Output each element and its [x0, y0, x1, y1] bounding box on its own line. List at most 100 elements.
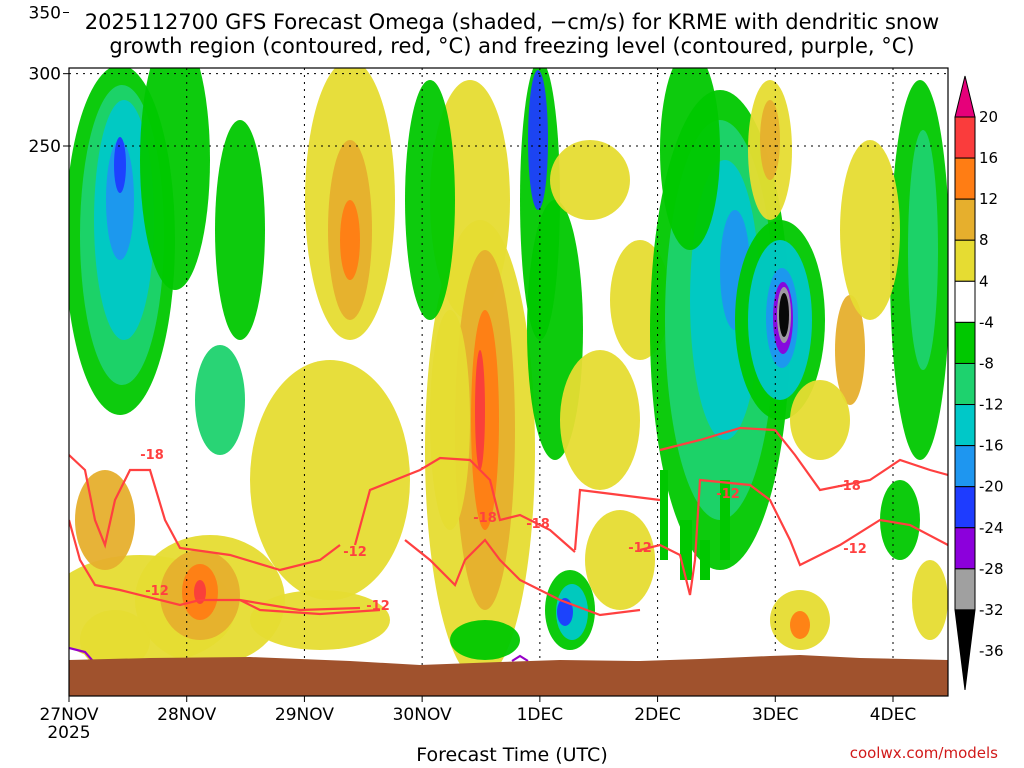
colorbar-label: 4 [979, 272, 989, 290]
x-tick-label: 4DEC [870, 705, 917, 725]
omega-blob [528, 70, 548, 210]
dendritic-contour-label: -18 [473, 511, 497, 526]
dendritic-contours: -18 -12 -12 -12 -18 -18 -12 -12 -18 -12 [69, 426, 948, 617]
omega-blob [835, 295, 865, 405]
freezing-contour-line [69, 646, 93, 661]
omega-blob [340, 200, 360, 280]
omega-streak [680, 520, 692, 580]
dendritic-contour-line [239, 599, 381, 616]
x-tick-sublabel: 2025 [47, 723, 90, 743]
plot-area: -18 -12 -12 -12 -18 -18 -12 -12 -18 -12 [69, 68, 948, 696]
x-tick-label: 29NOV [275, 705, 334, 725]
x-tick-label: 1DEC [517, 705, 564, 725]
omega-blob [908, 130, 938, 370]
colorbar-label: 20 [979, 108, 998, 126]
omega-blob [912, 560, 948, 640]
y-axis: 2503003504004505005506006507007508008509… [29, 4, 69, 157]
omega-blob [660, 68, 720, 250]
colorbar-segment [954, 198, 976, 241]
chart-title-line-1: 2025112700 GFS Forecast Omega (shaded, −… [84, 10, 940, 34]
omega-blob [430, 310, 470, 530]
omega-streak [720, 480, 730, 560]
omega-shading [69, 68, 948, 680]
source-credit: coolwx.com/models [849, 744, 998, 762]
colorbar-label: -24 [979, 519, 1004, 537]
dendritic-contour-label: -12 [343, 545, 367, 560]
omega-blob [405, 80, 455, 320]
dendritic-contour-label: -12 [628, 541, 652, 556]
x-tick-label: 30NOV [393, 705, 452, 725]
omega-blob [585, 510, 655, 610]
omega-blob [106, 140, 134, 260]
omega-blob [779, 293, 789, 337]
freezing-contour-line [511, 654, 529, 662]
dendritic-contour-label: -18 [837, 479, 861, 494]
y-tick-label: 250 [29, 137, 61, 157]
dendritic-contour-line [353, 456, 576, 553]
colorbar-label: -32 [979, 601, 1004, 619]
plot-frame [68, 67, 949, 697]
colorbar-segment [954, 527, 976, 570]
dendritic-contour-line [639, 478, 948, 596]
omega-blob [450, 620, 520, 660]
colorbar-segment [954, 116, 976, 159]
colorbar: 20 16 12 8 4 -4 -8 -12 -16 -20 -24 -28 -32 -36 [954, 75, 1004, 691]
omega-streak [660, 470, 668, 560]
terrain-mask [69, 655, 948, 696]
colorbar-label: 16 [979, 149, 998, 167]
omega-blob [880, 480, 920, 560]
omega-blob [557, 598, 573, 626]
dendritic-contour-line [404, 538, 641, 617]
omega-blob [250, 590, 390, 650]
omega-blob [790, 611, 810, 639]
dendritic-contour-label: -12 [843, 542, 867, 557]
omega-blob [560, 350, 640, 490]
colorbar-label: -16 [979, 437, 1004, 455]
dendritic-contour-line [69, 454, 341, 572]
colorbar-label: -20 [979, 478, 1004, 496]
x-axis-title: Forecast Time (UTC) [416, 744, 608, 766]
omega-streak [700, 540, 710, 580]
colorbar-segment [954, 362, 976, 406]
colorbar-label: 8 [979, 231, 989, 249]
x-tick-label: 28NOV [157, 705, 216, 725]
colorbar-segment [954, 445, 976, 488]
colorbar-segment [954, 321, 976, 364]
omega-blob [550, 140, 630, 220]
colorbar-segment [954, 280, 976, 323]
x-tick-label: 2DEC [634, 705, 681, 725]
colorbar-segment [954, 239, 976, 282]
chart-title-line-2: growth region (contoured, red, °C) and f… [109, 34, 915, 58]
colorbar-label: 12 [979, 190, 998, 208]
omega-blob [475, 350, 485, 470]
omega-blob [80, 610, 150, 670]
colorbar-label: -28 [979, 560, 1004, 578]
omega-blob [215, 120, 265, 340]
x-tick-label: 3DEC [752, 705, 799, 725]
colorbar-segment [954, 157, 976, 200]
y-tick-label: 350 [29, 4, 61, 24]
dendritic-contour-label: -12 [716, 487, 740, 502]
colorbar-top-arrow [954, 75, 976, 118]
colorbar-label: -36 [979, 642, 1004, 660]
colorbar-label: -8 [979, 354, 994, 372]
dendritic-contour-label: -12 [366, 599, 390, 614]
dendritic-contour-line [69, 519, 361, 612]
y-tick-label: 300 [29, 65, 61, 85]
freezing-level-contours [69, 646, 529, 662]
omega-blob [250, 360, 410, 600]
omega-blob [790, 380, 850, 460]
colorbar-segment [954, 404, 976, 447]
omega-blob [195, 345, 245, 455]
dendritic-contour-line [573, 488, 661, 551]
x-tick-label: 27NOV [39, 705, 98, 725]
omega-blob [760, 100, 780, 180]
dendritic-contour-label: -12 [145, 584, 169, 599]
omega-blob [75, 470, 135, 570]
omega-blob [840, 140, 900, 320]
colorbar-segment [954, 486, 976, 529]
omega-blob [140, 68, 210, 290]
omega-blob [194, 580, 206, 604]
